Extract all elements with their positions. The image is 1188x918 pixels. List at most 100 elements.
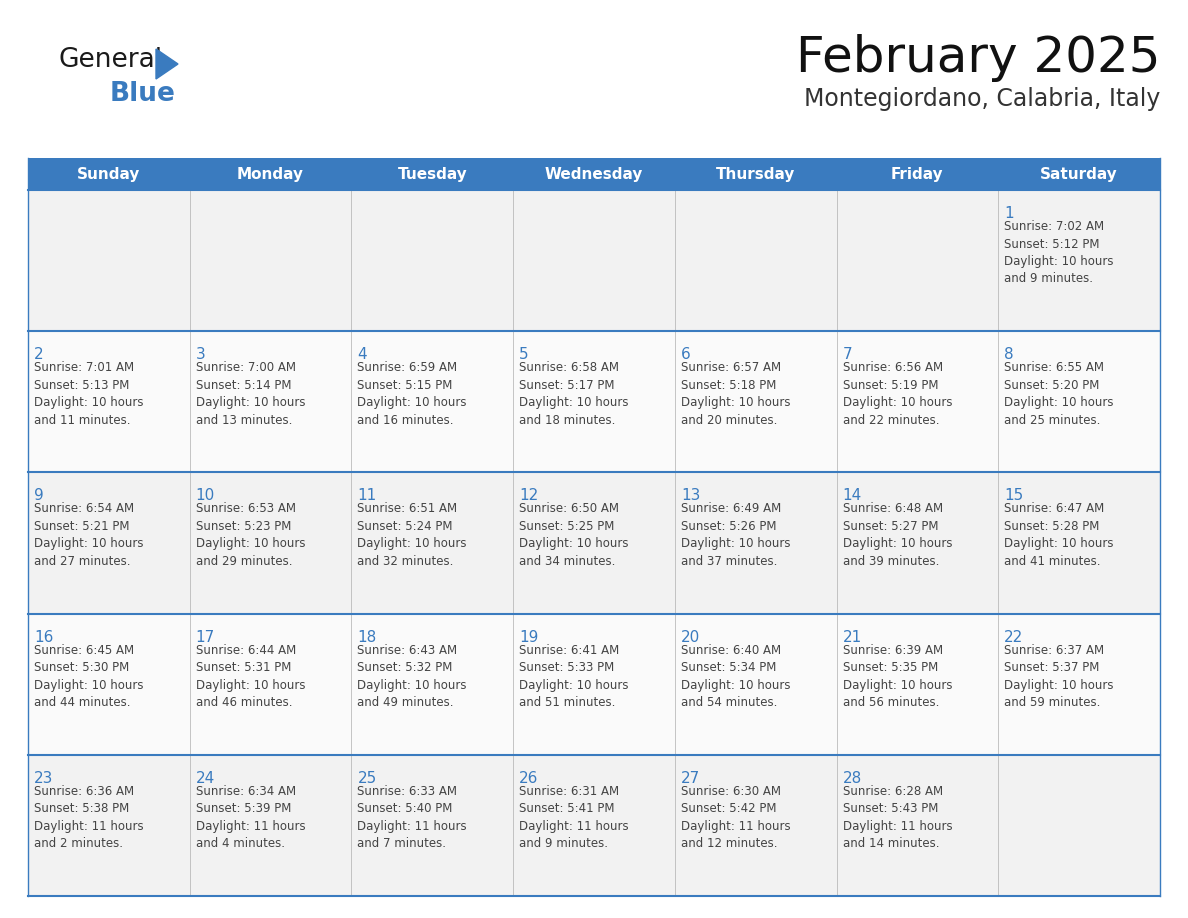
Bar [352,190,513,331]
Text: 16: 16 [34,630,53,644]
Text: Saturday: Saturday [1041,166,1118,182]
Text: Sunrise: 7:00 AM
Sunset: 5:14 PM
Daylight: 10 hours
and 13 minutes.: Sunrise: 7:00 AM Sunset: 5:14 PM Dayligh… [196,361,305,427]
Bar [675,331,836,473]
Text: Sunrise: 6:36 AM
Sunset: 5:38 PM
Daylight: 11 hours
and 2 minutes.: Sunrise: 6:36 AM Sunset: 5:38 PM Dayligh… [34,785,144,850]
Text: 19: 19 [519,630,538,644]
Text: 8: 8 [1004,347,1013,363]
Bar [836,473,998,613]
Bar [836,613,998,755]
Bar [352,613,513,755]
Text: 18: 18 [358,630,377,644]
Bar [352,331,513,473]
Bar [513,613,675,755]
Text: Sunrise: 6:51 AM
Sunset: 5:24 PM
Daylight: 10 hours
and 32 minutes.: Sunrise: 6:51 AM Sunset: 5:24 PM Dayligh… [358,502,467,568]
Text: 13: 13 [681,488,700,503]
Bar [998,755,1159,896]
Text: Sunrise: 6:48 AM
Sunset: 5:27 PM
Daylight: 10 hours
and 39 minutes.: Sunrise: 6:48 AM Sunset: 5:27 PM Dayligh… [842,502,952,568]
Text: 28: 28 [842,771,861,786]
Text: 17: 17 [196,630,215,644]
Text: 7: 7 [842,347,852,363]
Text: Tuesday: Tuesday [398,166,467,182]
Text: Montegiordano, Calabria, Italy: Montegiordano, Calabria, Italy [803,87,1159,111]
Text: Sunrise: 6:40 AM
Sunset: 5:34 PM
Daylight: 10 hours
and 54 minutes.: Sunrise: 6:40 AM Sunset: 5:34 PM Dayligh… [681,644,790,709]
Bar [190,190,352,331]
Bar [29,755,190,896]
Bar [998,190,1159,331]
Text: Sunrise: 6:43 AM
Sunset: 5:32 PM
Daylight: 10 hours
and 49 minutes.: Sunrise: 6:43 AM Sunset: 5:32 PM Dayligh… [358,644,467,709]
Text: Sunrise: 6:45 AM
Sunset: 5:30 PM
Daylight: 10 hours
and 44 minutes.: Sunrise: 6:45 AM Sunset: 5:30 PM Dayligh… [34,644,144,709]
Bar [29,613,190,755]
Text: General: General [58,47,162,73]
Text: Sunrise: 6:33 AM
Sunset: 5:40 PM
Daylight: 11 hours
and 7 minutes.: Sunrise: 6:33 AM Sunset: 5:40 PM Dayligh… [358,785,467,850]
Text: Friday: Friday [891,166,943,182]
Text: Sunrise: 6:53 AM
Sunset: 5:23 PM
Daylight: 10 hours
and 29 minutes.: Sunrise: 6:53 AM Sunset: 5:23 PM Dayligh… [196,502,305,568]
Polygon shape [156,49,178,79]
Text: Sunrise: 6:44 AM
Sunset: 5:31 PM
Daylight: 10 hours
and 46 minutes.: Sunrise: 6:44 AM Sunset: 5:31 PM Dayligh… [196,644,305,709]
Text: 15: 15 [1004,488,1024,503]
Bar [29,331,190,473]
Text: Blue: Blue [110,81,176,107]
Text: 11: 11 [358,488,377,503]
Text: February 2025: February 2025 [796,34,1159,82]
Text: Sunrise: 7:02 AM
Sunset: 5:12 PM
Daylight: 10 hours
and 9 minutes.: Sunrise: 7:02 AM Sunset: 5:12 PM Dayligh… [1004,220,1114,285]
Bar [836,755,998,896]
Text: Sunrise: 6:47 AM
Sunset: 5:28 PM
Daylight: 10 hours
and 41 minutes.: Sunrise: 6:47 AM Sunset: 5:28 PM Dayligh… [1004,502,1114,568]
Text: Sunrise: 6:57 AM
Sunset: 5:18 PM
Daylight: 10 hours
and 20 minutes.: Sunrise: 6:57 AM Sunset: 5:18 PM Dayligh… [681,361,790,427]
Text: 24: 24 [196,771,215,786]
Text: Sunrise: 6:56 AM
Sunset: 5:19 PM
Daylight: 10 hours
and 22 minutes.: Sunrise: 6:56 AM Sunset: 5:19 PM Dayligh… [842,361,952,427]
Text: Sunrise: 6:59 AM
Sunset: 5:15 PM
Daylight: 10 hours
and 16 minutes.: Sunrise: 6:59 AM Sunset: 5:15 PM Dayligh… [358,361,467,427]
Text: Sunrise: 6:54 AM
Sunset: 5:21 PM
Daylight: 10 hours
and 27 minutes.: Sunrise: 6:54 AM Sunset: 5:21 PM Dayligh… [34,502,144,568]
Text: Sunrise: 6:39 AM
Sunset: 5:35 PM
Daylight: 10 hours
and 56 minutes.: Sunrise: 6:39 AM Sunset: 5:35 PM Dayligh… [842,644,952,709]
Text: 6: 6 [681,347,690,363]
Text: 14: 14 [842,488,861,503]
Text: Sunrise: 6:31 AM
Sunset: 5:41 PM
Daylight: 11 hours
and 9 minutes.: Sunrise: 6:31 AM Sunset: 5:41 PM Dayligh… [519,785,628,850]
Bar [998,613,1159,755]
Text: 1: 1 [1004,206,1013,221]
Text: Sunrise: 6:41 AM
Sunset: 5:33 PM
Daylight: 10 hours
and 51 minutes.: Sunrise: 6:41 AM Sunset: 5:33 PM Dayligh… [519,644,628,709]
Bar [675,473,836,613]
Text: 12: 12 [519,488,538,503]
Bar [836,331,998,473]
Text: 9: 9 [34,488,44,503]
Text: Sunrise: 6:34 AM
Sunset: 5:39 PM
Daylight: 11 hours
and 4 minutes.: Sunrise: 6:34 AM Sunset: 5:39 PM Dayligh… [196,785,305,850]
Text: Sunrise: 6:30 AM
Sunset: 5:42 PM
Daylight: 11 hours
and 12 minutes.: Sunrise: 6:30 AM Sunset: 5:42 PM Dayligh… [681,785,790,850]
Bar [352,755,513,896]
Text: 26: 26 [519,771,538,786]
Text: 3: 3 [196,347,206,363]
Bar [675,613,836,755]
Bar [513,331,675,473]
Text: 2: 2 [34,347,44,363]
Text: 27: 27 [681,771,700,786]
Text: 5: 5 [519,347,529,363]
Bar [352,473,513,613]
Bar [190,755,352,896]
Bar [190,473,352,613]
Text: Sunrise: 6:37 AM
Sunset: 5:37 PM
Daylight: 10 hours
and 59 minutes.: Sunrise: 6:37 AM Sunset: 5:37 PM Dayligh… [1004,644,1114,709]
Bar [513,755,675,896]
Text: Wednesday: Wednesday [545,166,643,182]
Text: Sunrise: 7:01 AM
Sunset: 5:13 PM
Daylight: 10 hours
and 11 minutes.: Sunrise: 7:01 AM Sunset: 5:13 PM Dayligh… [34,361,144,427]
Text: Thursday: Thursday [716,166,796,182]
Bar [998,331,1159,473]
Text: Sunday: Sunday [77,166,140,182]
Text: Monday: Monday [238,166,304,182]
Text: 20: 20 [681,630,700,644]
Text: Sunrise: 6:50 AM
Sunset: 5:25 PM
Daylight: 10 hours
and 34 minutes.: Sunrise: 6:50 AM Sunset: 5:25 PM Dayligh… [519,502,628,568]
Text: 4: 4 [358,347,367,363]
Text: Sunrise: 6:49 AM
Sunset: 5:26 PM
Daylight: 10 hours
and 37 minutes.: Sunrise: 6:49 AM Sunset: 5:26 PM Dayligh… [681,502,790,568]
Text: Sunrise: 6:55 AM
Sunset: 5:20 PM
Daylight: 10 hours
and 25 minutes.: Sunrise: 6:55 AM Sunset: 5:20 PM Dayligh… [1004,361,1114,427]
Bar [513,190,675,331]
Bar [675,755,836,896]
Text: 25: 25 [358,771,377,786]
Text: Sunrise: 6:58 AM
Sunset: 5:17 PM
Daylight: 10 hours
and 18 minutes.: Sunrise: 6:58 AM Sunset: 5:17 PM Dayligh… [519,361,628,427]
Text: 22: 22 [1004,630,1024,644]
Bar [190,613,352,755]
Text: Sunrise: 6:28 AM
Sunset: 5:43 PM
Daylight: 11 hours
and 14 minutes.: Sunrise: 6:28 AM Sunset: 5:43 PM Dayligh… [842,785,953,850]
Bar [675,190,836,331]
Bar [190,331,352,473]
Bar [29,190,190,331]
Text: 23: 23 [34,771,53,786]
Bar [513,473,675,613]
Bar [29,158,1159,190]
Bar [998,473,1159,613]
